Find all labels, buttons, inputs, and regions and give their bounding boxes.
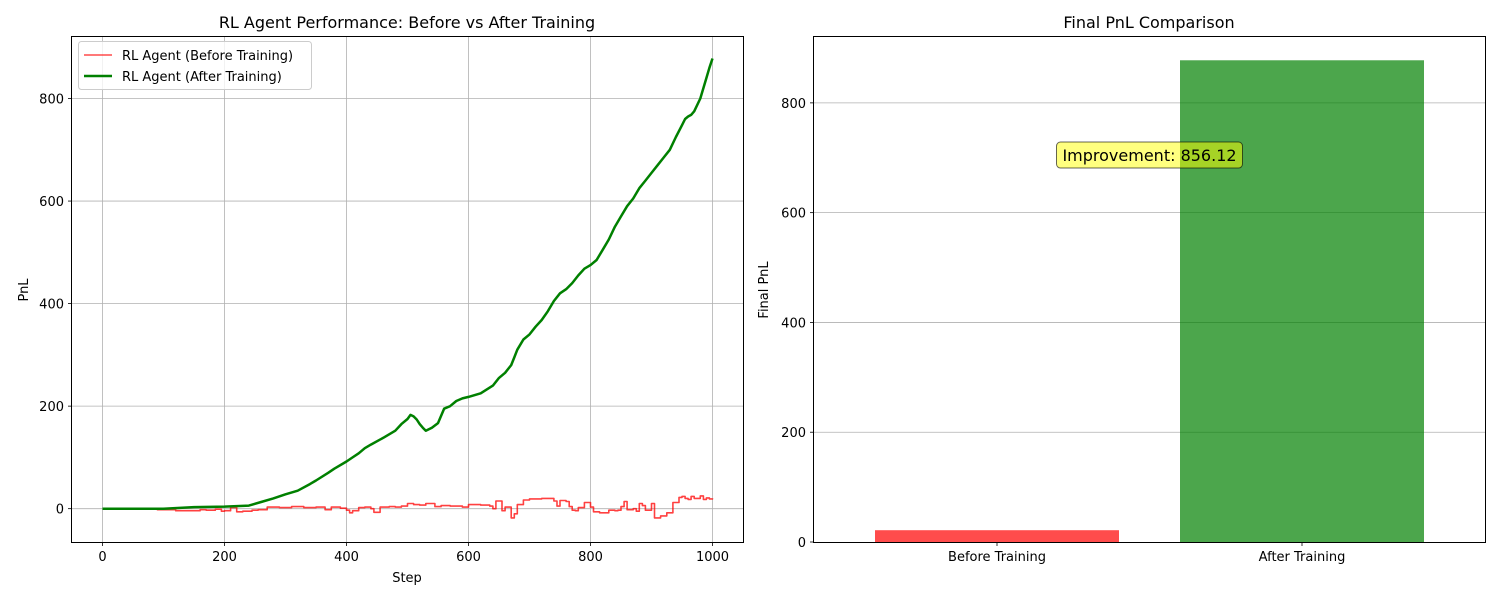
y-tick-label: 800: [781, 97, 806, 112]
bar-before-training: [875, 530, 1119, 542]
x-tick-label: After Training: [1259, 550, 1346, 565]
x-tick-label: 0: [98, 550, 106, 565]
line-chart-grid: [72, 37, 743, 542]
line-chart-title: RL Agent Performance: Before vs After Tr…: [219, 13, 595, 32]
y-tick-label: 200: [39, 400, 64, 415]
bar-chart-frame: [813, 36, 1486, 543]
legend-box: [78, 41, 312, 90]
improvement-annotation: Improvement: 856.12: [1056, 141, 1243, 169]
series-line-after-training: [102, 58, 714, 510]
x-tick-label: 200: [212, 550, 237, 565]
bar-chart-title: Final PnL Comparison: [1063, 13, 1234, 32]
y-tick-label: 600: [39, 195, 64, 210]
legend-label-after: RL Agent (After Training): [122, 70, 282, 85]
bar-chart-ylabel: Final PnL: [757, 261, 772, 319]
y-tick-label: 800: [39, 93, 64, 108]
line-chart-series: [102, 58, 714, 519]
bar-after-training: [1180, 60, 1424, 542]
x-tick-label: Before Training: [948, 550, 1046, 565]
bar-chart-bars: [875, 60, 1424, 542]
line-chart-frame: [71, 36, 744, 543]
y-tick-label: 600: [781, 207, 806, 222]
y-tick-label: 400: [781, 316, 806, 331]
improvement-annotation-text: Improvement: 856.12: [1062, 146, 1236, 165]
y-tick-label: 200: [781, 426, 806, 441]
line-chart-panel: RL Agent Performance: Before vs After Tr…: [17, 13, 744, 586]
line-chart-xlabel: Step: [392, 571, 422, 586]
line-chart-legend: RL Agent (Before Training) RL Agent (Aft…: [78, 41, 312, 90]
y-tick-label: 400: [39, 298, 64, 313]
series-line-before-training: [102, 495, 714, 519]
improvement-annotation-box: [1056, 141, 1243, 169]
x-tick-label: 400: [334, 550, 359, 565]
line-chart-ylabel: PnL: [17, 278, 32, 302]
bar-chart-panel: Final PnL Comparison 0 200 400 600 800 Before…: [757, 13, 1486, 565]
y-tick-label: 0: [798, 536, 806, 551]
legend-label-before: RL Agent (Before Training): [122, 49, 293, 64]
bar-chart-ticks: 0 200 400 600 800 Before Training After Traini…: [781, 97, 1345, 565]
y-tick-label: 0: [56, 503, 64, 518]
x-tick-label: 800: [578, 550, 603, 565]
line-chart-ticks: 0 200 400 600 800 1000 0 200 400 600 800: [39, 93, 729, 565]
x-tick-label: 600: [456, 550, 481, 565]
x-tick-label: 1000: [696, 550, 729, 565]
